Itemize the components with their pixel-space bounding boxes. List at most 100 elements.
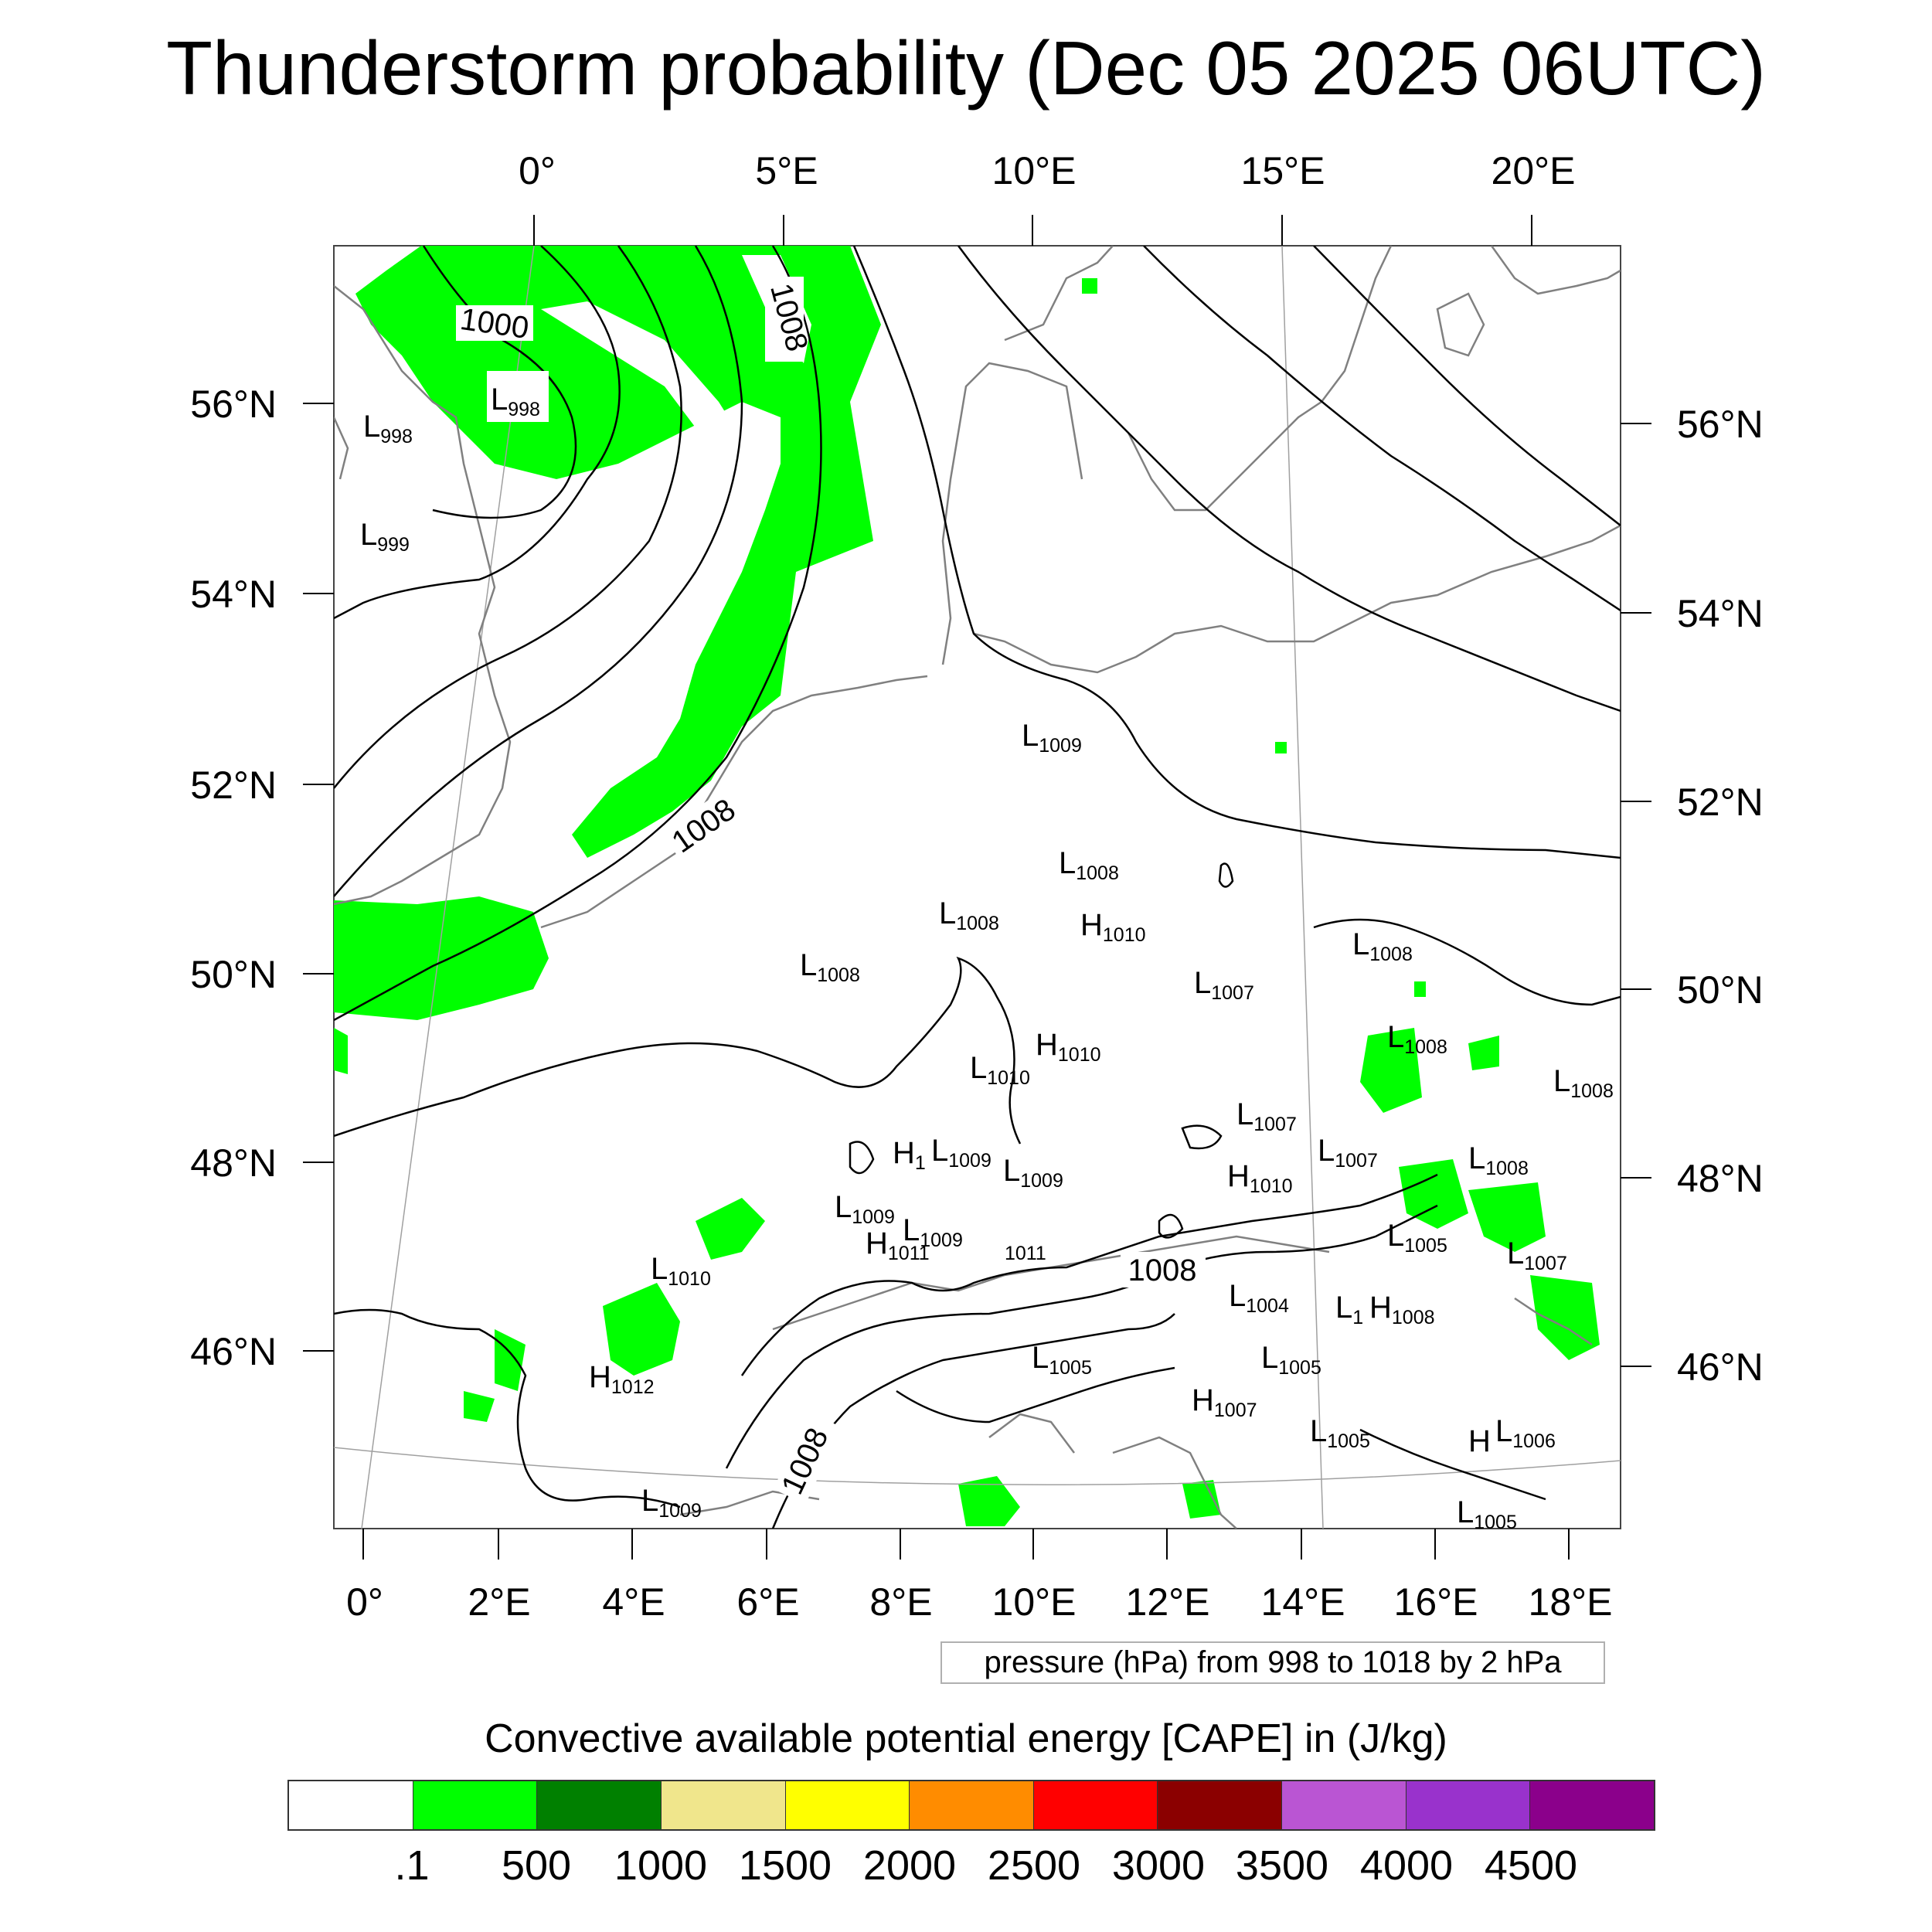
coastline-italy-west [988,1413,1075,1454]
pressure-center: L1 [1335,1291,1363,1328]
cape-area-east-b [1468,1036,1499,1070]
pressure-center-type: L [1261,1341,1278,1375]
coastline-scandinavia [1004,246,1114,342]
svg-text:L1005: L1005 [1310,1414,1370,1452]
colorbar-swatch [910,1781,1034,1829]
pressure-center-type: L [1352,927,1369,961]
pressure-center-type: L [939,896,956,930]
coastline-continent-north [540,675,928,929]
svg-text:L1008: L1008 [800,948,860,986]
pressure-center: H1 [893,1136,926,1174]
bottom-lon-label: 6°E [736,1580,799,1624]
pressure-center-value: 1011 [1005,1243,1046,1264]
svg-text:L1009: L1009 [931,1134,992,1172]
pressure-center-value: 1 [915,1152,926,1174]
cape-colorbar [287,1780,1655,1831]
isobar-italy [896,1366,1175,1423]
pressure-center: L1008 [1553,1064,1614,1102]
top-lon-label: 15°E [1241,149,1325,192]
pressure-center-type: L [1229,1279,1246,1313]
bottom-lon-label: 2°E [468,1580,530,1624]
pressure-center-type: L [1236,1097,1253,1131]
right-lat-label: 54°N [1677,592,1764,635]
pressure-center: L1009 [835,1190,895,1228]
pressure-center-value: 1005 [1404,1235,1447,1257]
bottom-lon-label: 14°E [1261,1580,1345,1624]
pressure-center: L1010 [651,1252,711,1290]
svg-text:L1009: L1009 [1003,1154,1063,1192]
pressure-center-type: L [363,410,380,444]
cape-area-carpathian [1468,1182,1546,1252]
cape-area-alps-south [958,1476,1020,1526]
isobar-1008-east [852,246,1621,859]
svg-text:L1: L1 [1335,1291,1363,1328]
coastline-baltic-south [973,524,1621,674]
coastlines [334,246,1621,1529]
svg-text:H1011: H1011 [866,1226,930,1264]
colorbar-swatch [1406,1781,1531,1829]
pressure-center: L1009 [903,1213,963,1251]
pressure-center-type: L [970,1051,987,1085]
coastline-adriatic-north [1112,1436,1237,1529]
pressure-center-type: L [1310,1414,1327,1448]
isobar-1012-northeast [1143,246,1621,612]
cape-area-baltic-a [1082,278,1097,294]
pressure-center: L1007 [1194,966,1254,1004]
svg-text:H1010: H1010 [1080,908,1146,946]
pressure-center-value: 1008 [1369,944,1413,965]
pressure-center-type: H [1369,1291,1392,1325]
svg-text:L1005: L1005 [1387,1219,1447,1257]
left-axis-labels: 56°N 54°N 52°N 50°N 48°N 46°N [190,383,277,1373]
svg-text:L1008: L1008 [939,896,999,934]
pressure-center-value: 1008 [817,964,860,986]
isobars [334,246,1621,1529]
pressure-center-type: H [589,1360,611,1394]
top-lon-label: 10°E [992,149,1077,192]
pressure-center: H1010 [1227,1159,1293,1197]
pressure-center-value: 1004 [1246,1295,1289,1317]
svg-text:H1010: H1010 [1227,1159,1293,1197]
colorbar-title: Convective available potential energy [C… [485,1716,1447,1761]
pressure-center-type: L [1022,719,1039,753]
graticule [334,246,1621,1529]
colorbar-label: 4500 [1484,1842,1578,1889]
colorbar-label: 500 [501,1842,572,1889]
cape-area-english-channel [334,896,549,1020]
svg-text:L1004: L1004 [1229,1279,1289,1317]
pressure-center: L1008 [1468,1141,1529,1179]
pressure-center-value: 1008 [1570,1080,1614,1102]
pressure-center-value: 1012 [611,1376,655,1398]
svg-text:L1010: L1010 [970,1051,1030,1089]
isobar-1002 [334,246,621,620]
pressure-center-value: 1007 [1335,1150,1378,1172]
cape-area-france-south-b [696,1198,765,1260]
left-lat-label: 52°N [190,764,277,807]
cape-area-east-a [1414,981,1426,997]
pressure-center-type: L [1032,1341,1049,1375]
colorbar-swatch [1530,1781,1655,1829]
bottom-axis-labels: 0° 2°E 4°E 6°E 8°E 10°E 12°E 14°E 16°E 1… [346,1580,1612,1624]
pressure-center: L998 [487,371,549,422]
svg-text:H1010: H1010 [1036,1028,1101,1066]
pressure-center-type: L [1194,966,1211,1000]
cape-area-adriatic [1182,1480,1221,1519]
pressure-center: L1007 [1236,1097,1297,1135]
cape-area-baltic-b [1275,742,1287,753]
svg-text:L1008: L1008 [1553,1064,1614,1102]
pressure-center-type: H [1080,908,1103,942]
pressure-center-value: 1009 [658,1500,702,1522]
pressure-center-type: L [1387,1219,1404,1253]
pressure-center: L1009 [641,1484,702,1522]
coastline-jutland [941,362,1083,665]
pressure-center-value: 999 [377,534,410,556]
pressure-center-value: 1008 [1485,1158,1529,1179]
pressure-center: H1008 [1369,1291,1435,1328]
pressure-center-type: H [893,1136,915,1170]
coastline-sweden [1127,246,1393,512]
coastline-great-britain [334,285,512,906]
colorbar-swatch [661,1781,786,1829]
colorbar-swatch [1282,1781,1406,1829]
cape-area-west-france [334,1028,348,1074]
pressure-center-value: 1005 [1474,1512,1517,1533]
isobar-balkans [1359,1428,1546,1501]
